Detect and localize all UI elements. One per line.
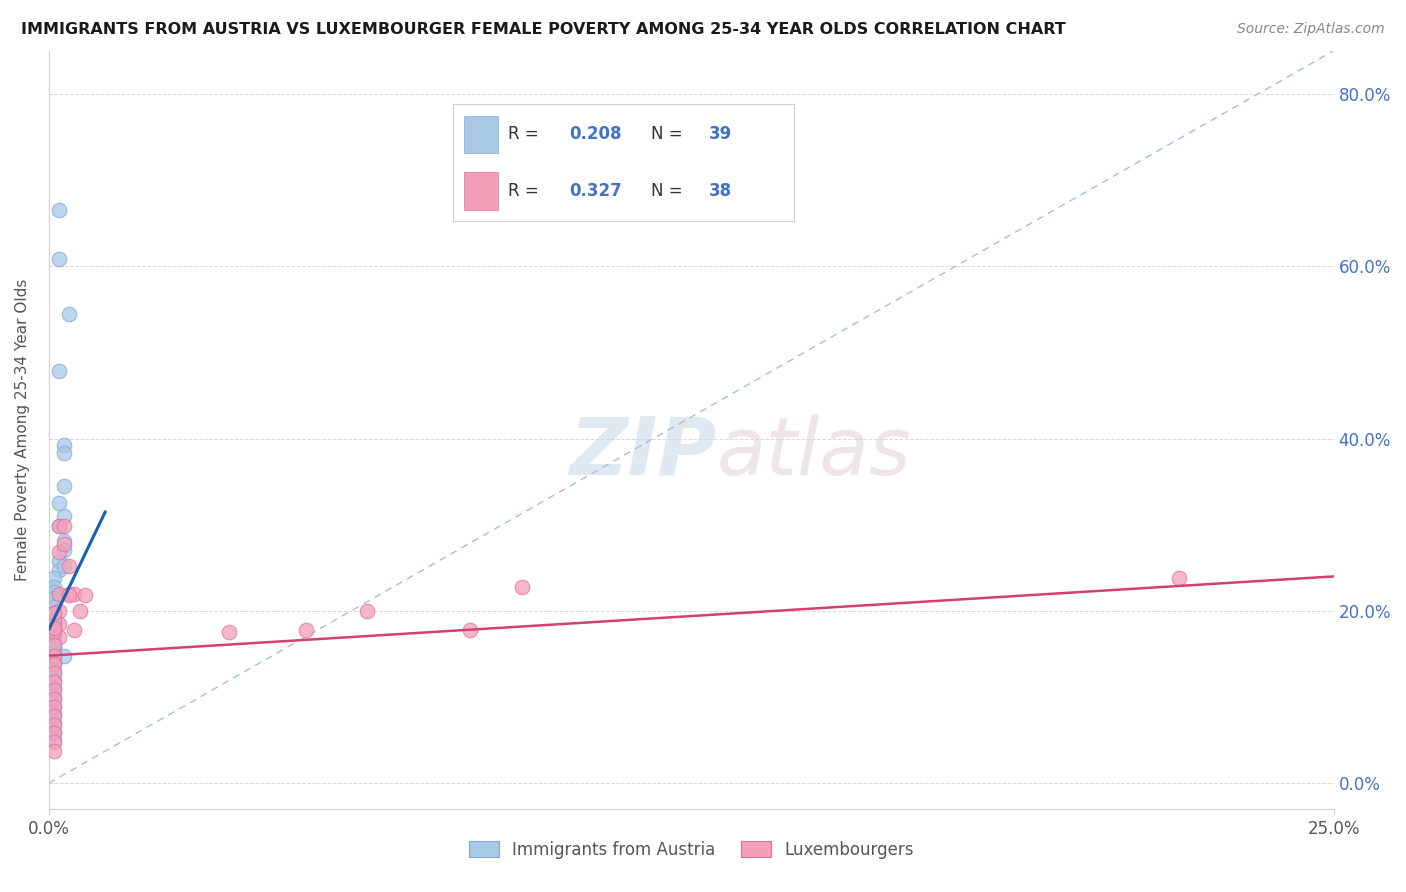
Point xyxy=(48,587,70,601)
Point xyxy=(42,638,65,652)
Point xyxy=(42,656,65,670)
Point xyxy=(58,559,80,574)
Point xyxy=(53,542,76,557)
Point xyxy=(1168,571,1191,585)
Point xyxy=(48,604,70,618)
Point xyxy=(42,621,65,635)
Point xyxy=(48,554,70,568)
Point xyxy=(53,534,76,549)
Point xyxy=(42,571,65,585)
Point xyxy=(42,606,65,620)
Point xyxy=(510,580,533,594)
Point xyxy=(42,665,65,680)
Point xyxy=(48,364,70,378)
Point xyxy=(42,735,65,749)
Point xyxy=(69,604,91,618)
Point xyxy=(42,724,65,739)
Point xyxy=(42,623,65,637)
Point xyxy=(42,657,65,672)
Point xyxy=(63,587,86,601)
Point xyxy=(53,648,76,663)
Point xyxy=(42,690,65,704)
Point xyxy=(42,580,65,594)
Point xyxy=(42,625,65,640)
Point xyxy=(42,591,65,605)
Text: IMMIGRANTS FROM AUSTRIA VS LUXEMBOURGER FEMALE POVERTY AMONG 25-34 YEAR OLDS COR: IMMIGRANTS FROM AUSTRIA VS LUXEMBOURGER … xyxy=(21,22,1066,37)
Y-axis label: Female Poverty Among 25-34 Year Olds: Female Poverty Among 25-34 Year Olds xyxy=(15,278,30,581)
Point xyxy=(42,683,65,698)
Point xyxy=(42,698,65,713)
Point xyxy=(53,536,76,550)
Point xyxy=(42,649,65,664)
Point xyxy=(42,606,65,620)
Point xyxy=(58,587,80,601)
Point xyxy=(48,616,70,631)
Point xyxy=(42,614,65,628)
Text: atlas: atlas xyxy=(717,414,911,491)
Point xyxy=(458,623,481,637)
Point xyxy=(218,625,240,640)
Point xyxy=(42,648,65,663)
Point xyxy=(53,509,76,524)
Point xyxy=(63,623,86,637)
Point xyxy=(48,562,70,576)
Point xyxy=(42,743,65,757)
Point xyxy=(53,559,76,574)
Point xyxy=(48,252,70,267)
Point xyxy=(42,691,65,706)
Point xyxy=(42,673,65,687)
Text: ZIP: ZIP xyxy=(569,414,717,491)
Point xyxy=(48,203,70,218)
Point xyxy=(48,496,70,510)
Point xyxy=(48,630,70,644)
Point xyxy=(42,674,65,689)
Point xyxy=(42,645,65,659)
Point xyxy=(42,709,65,723)
Point xyxy=(42,715,65,730)
Legend: Immigrants from Austria, Luxembourgers: Immigrants from Austria, Luxembourgers xyxy=(463,834,920,865)
Point xyxy=(53,437,76,451)
Point xyxy=(42,717,65,731)
Point xyxy=(42,599,65,614)
Point xyxy=(42,628,65,642)
Point xyxy=(48,545,70,559)
Point xyxy=(42,681,65,696)
Text: Source: ZipAtlas.com: Source: ZipAtlas.com xyxy=(1237,22,1385,37)
Point xyxy=(294,623,316,637)
Point xyxy=(58,307,80,321)
Point xyxy=(356,604,378,618)
Point xyxy=(42,726,65,740)
Point xyxy=(42,733,65,747)
Point xyxy=(53,446,76,460)
Point xyxy=(53,479,76,493)
Point xyxy=(42,585,65,599)
Point xyxy=(42,640,65,654)
Point xyxy=(42,664,65,678)
Point xyxy=(42,634,65,648)
Point xyxy=(53,519,76,533)
Point xyxy=(58,588,80,602)
Point xyxy=(48,519,70,533)
Point xyxy=(48,519,70,533)
Point xyxy=(42,707,65,722)
Point xyxy=(73,588,96,602)
Point xyxy=(42,700,65,714)
Point xyxy=(42,616,65,631)
